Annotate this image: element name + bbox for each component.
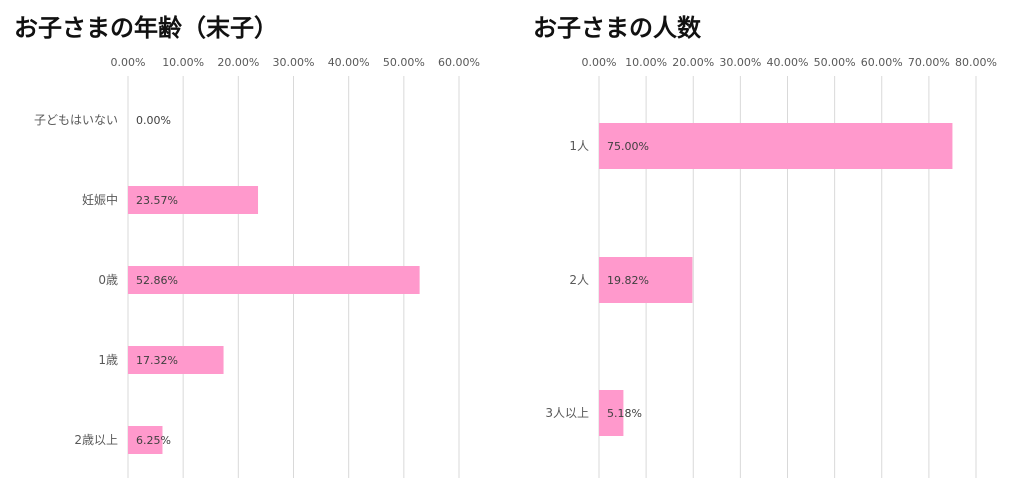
x-tick-label: 10.00% — [162, 56, 204, 69]
data-label: 17.32% — [136, 354, 178, 367]
x-tick-label: 0.00% — [111, 56, 146, 69]
category-label: 2人 — [569, 273, 589, 287]
x-tick-label: 70.00% — [908, 56, 950, 69]
category-label: 妊娠中 — [82, 192, 118, 207]
x-tick-label: 20.00% — [217, 56, 259, 69]
bar-0 — [599, 123, 953, 169]
bar-4 — [128, 426, 163, 454]
data-label: 23.57% — [136, 194, 178, 207]
bar-3 — [128, 346, 224, 374]
chart-title-count: お子さまの人数 — [533, 14, 701, 42]
category-label: 子どもはいない — [34, 113, 118, 127]
x-tick-label: 50.00% — [383, 56, 425, 69]
bar-1 — [599, 257, 693, 303]
data-label: 75.00% — [607, 140, 649, 153]
x-tick-label: 0.00% — [582, 56, 617, 69]
category-label: 3人以上 — [545, 406, 589, 420]
bar-2 — [599, 390, 624, 436]
x-tick-label: 20.00% — [672, 56, 714, 69]
category-label: 2歳以上 — [74, 433, 118, 447]
data-label: 0.00% — [136, 114, 171, 127]
chart-title-age: お子さまの年齢（末子） — [14, 14, 278, 42]
bar-1 — [128, 186, 259, 214]
x-tick-label: 30.00% — [273, 56, 315, 69]
data-label: 52.86% — [136, 274, 178, 287]
x-tick-label: 50.00% — [814, 56, 856, 69]
x-tick-label: 40.00% — [328, 56, 370, 69]
x-tick-label: 40.00% — [767, 56, 809, 69]
x-tick-label: 60.00% — [861, 56, 903, 69]
x-tick-label: 80.00% — [955, 56, 997, 69]
category-label: 0歳 — [98, 273, 118, 287]
x-tick-label: 60.00% — [438, 56, 480, 69]
data-label: 6.25% — [136, 434, 171, 447]
category-label: 1人 — [569, 139, 589, 153]
x-tick-label: 10.00% — [625, 56, 667, 69]
data-label: 5.18% — [607, 407, 642, 420]
x-tick-label: 30.00% — [719, 56, 761, 69]
category-label: 1歳 — [98, 353, 118, 367]
data-label: 19.82% — [607, 274, 649, 287]
bar-2 — [128, 266, 420, 294]
